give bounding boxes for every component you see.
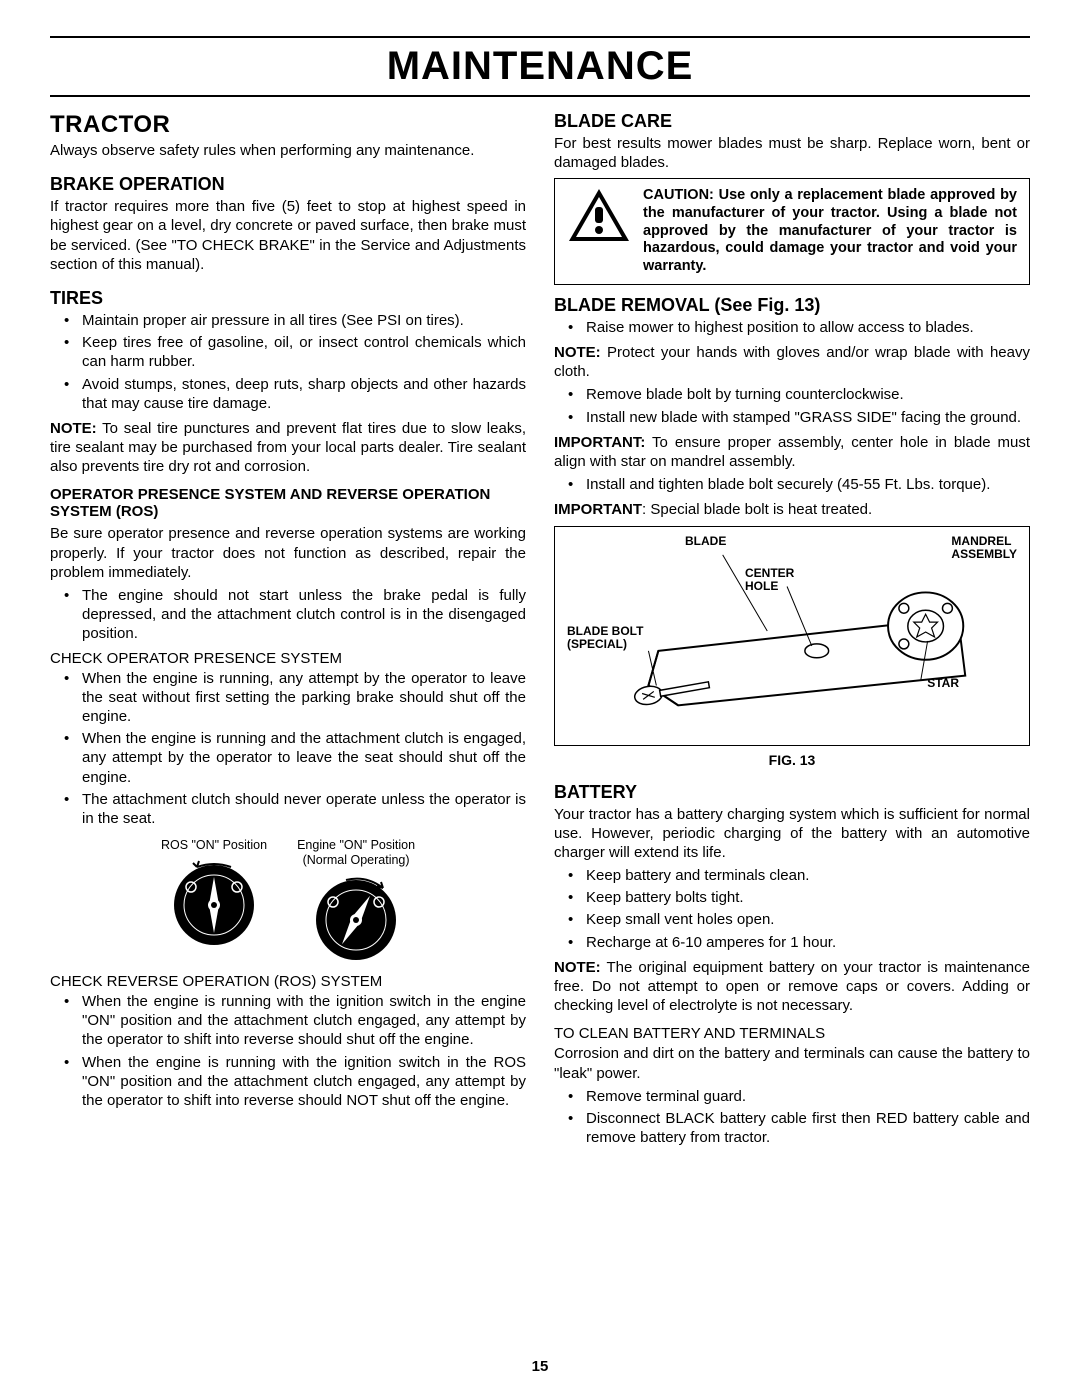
fig-label-center-hole: CENTERHOLE bbox=[745, 567, 794, 593]
list-item: Keep tires free of gasoline, oil, or ins… bbox=[50, 333, 526, 371]
tires-heading: TIRES bbox=[50, 288, 526, 309]
list-item: Recharge at 6-10 amperes for 1 hour. bbox=[554, 933, 1030, 952]
title-bottom-rule bbox=[50, 95, 1030, 97]
list-item: When the engine is running, any attempt … bbox=[50, 669, 526, 727]
ops-heading: OPERATOR PRESENCE SYSTEM AND REVERSE OPE… bbox=[50, 486, 526, 520]
list-item: Remove blade bolt by turning countercloc… bbox=[554, 385, 1030, 404]
check-ros-list: When the engine is running with the igni… bbox=[50, 992, 526, 1110]
list-item: Keep battery bolts tight. bbox=[554, 888, 1030, 907]
battery-note: NOTE: The original equipment battery on … bbox=[554, 958, 1030, 1016]
list-item: Install and tighten blade bolt securely … bbox=[554, 475, 1030, 494]
clean-terminals-heading: TO CLEAN BATTERY AND TERMINALS bbox=[554, 1025, 1030, 1042]
brake-text: If tractor requires more than five (5) f… bbox=[50, 197, 526, 274]
ops-list: The engine should not start unless the b… bbox=[50, 586, 526, 644]
removal-important-2: IMPORTANT: Special blade bolt is heat tr… bbox=[554, 500, 1030, 519]
blade-removal-heading: BLADE REMOVAL (See Fig. 13) bbox=[554, 295, 1030, 316]
caution-text: CAUTION: Use only a replacement blade ap… bbox=[643, 187, 1017, 275]
clean-text: Corrosion and dirt on the battery and te… bbox=[554, 1044, 1030, 1082]
fig-label-bolt: BLADE BOLT(SPECIAL) bbox=[567, 625, 643, 651]
engine-on-switch-icon bbox=[311, 872, 401, 962]
ros-switch-icon bbox=[169, 857, 259, 947]
list-item: When the engine is running and the attac… bbox=[50, 729, 526, 787]
tractor-intro: Always observe safety rules when perform… bbox=[50, 141, 526, 160]
list-item: Keep small vent holes open. bbox=[554, 910, 1030, 929]
battery-text: Your tractor has a battery charging syst… bbox=[554, 805, 1030, 863]
list-item: When the engine is running with the igni… bbox=[50, 992, 526, 1050]
list-item: Avoid stumps, stones, deep ruts, sharp o… bbox=[50, 375, 526, 413]
content-columns: TRACTOR Always observe safety rules when… bbox=[50, 111, 1030, 1153]
ignition-switch-diagram: ROS "ON" Position Engine "ON" Position(N… bbox=[50, 838, 526, 967]
list-item: When the engine is running with the igni… bbox=[50, 1053, 526, 1111]
battery-list: Keep battery and terminals clean. Keep b… bbox=[554, 866, 1030, 952]
check-ops-heading: CHECK OPERATOR PRESENCE SYSTEM bbox=[50, 650, 526, 667]
list-item: The engine should not start unless the b… bbox=[50, 586, 526, 644]
list-item: The attachment clutch should never opera… bbox=[50, 790, 526, 828]
ops-text: Be sure operator presence and reverse op… bbox=[50, 524, 526, 582]
fig-label-mandrel: MANDRELASSEMBLY bbox=[951, 535, 1017, 561]
list-item: Maintain proper air pressure in all tire… bbox=[50, 311, 526, 330]
check-ros-heading: CHECK REVERSE OPERATION (ROS) SYSTEM bbox=[50, 973, 526, 990]
clean-list: Remove terminal guard. Disconnect BLACK … bbox=[554, 1087, 1030, 1148]
list-item: Remove terminal guard. bbox=[554, 1087, 1030, 1106]
removal-important-1: IMPORTANT: To ensure proper assembly, ce… bbox=[554, 433, 1030, 471]
figure-13: BLADE MANDRELASSEMBLY CENTERHOLE BLADE B… bbox=[554, 526, 1030, 746]
check-ops-list: When the engine is running, any attempt … bbox=[50, 669, 526, 829]
tractor-heading: TRACTOR bbox=[50, 111, 526, 139]
fig-caption: FIG. 13 bbox=[554, 752, 1030, 768]
tires-note: NOTE: To seal tire punctures and prevent… bbox=[50, 419, 526, 477]
list-item: Disconnect BLACK battery cable first the… bbox=[554, 1109, 1030, 1147]
battery-heading: BATTERY bbox=[554, 782, 1030, 803]
page-title: MAINTENANCE bbox=[50, 38, 1030, 95]
fig-label-blade: BLADE bbox=[685, 535, 726, 548]
left-column: TRACTOR Always observe safety rules when… bbox=[50, 111, 526, 1153]
removal-list-2: Remove blade bolt by turning countercloc… bbox=[554, 385, 1030, 426]
list-item: Raise mower to highest position to allow… bbox=[554, 318, 1030, 337]
blade-care-heading: BLADE CARE bbox=[554, 111, 1030, 132]
right-column: BLADE CARE For best results mower blades… bbox=[554, 111, 1030, 1153]
removal-list-3: Install and tighten blade bolt securely … bbox=[554, 475, 1030, 494]
fig-label-star: STAR bbox=[927, 677, 959, 690]
page-number: 15 bbox=[0, 1358, 1080, 1375]
list-item: Install new blade with stamped "GRASS SI… bbox=[554, 408, 1030, 427]
brake-heading: BRAKE OPERATION bbox=[50, 174, 526, 195]
engine-on-switch: Engine "ON" Position(Normal Operating) bbox=[297, 838, 415, 967]
tires-list: Maintain proper air pressure in all tire… bbox=[50, 311, 526, 413]
warning-triangle-icon bbox=[567, 187, 631, 275]
removal-list-1: Raise mower to highest position to allow… bbox=[554, 318, 1030, 337]
blade-care-text: For best results mower blades must be sh… bbox=[554, 134, 1030, 172]
list-item: Keep battery and terminals clean. bbox=[554, 866, 1030, 885]
ros-switch: ROS "ON" Position bbox=[161, 838, 267, 967]
caution-box: CAUTION: Use only a replacement blade ap… bbox=[554, 178, 1030, 284]
removal-note: NOTE: Protect your hands with gloves and… bbox=[554, 343, 1030, 381]
